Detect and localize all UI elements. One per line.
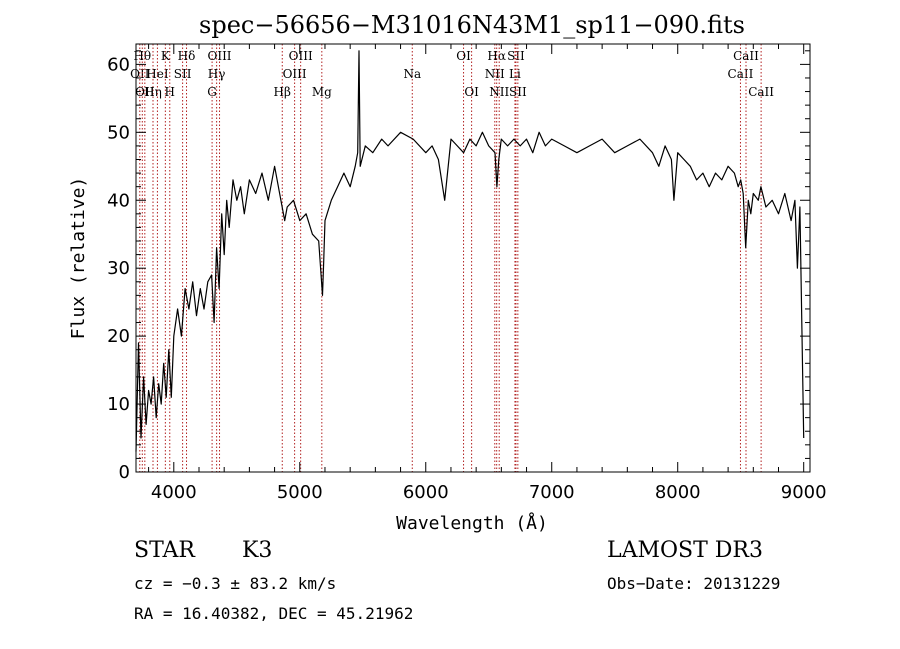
y-tick-label-6: 60 [107,54,130,75]
x-tick-label-3: 7000 [529,482,575,503]
line-mark-label-25: CaII [728,67,754,81]
line-mark-label-23: SII [507,49,525,63]
y-tick-label-2: 20 [107,326,130,347]
line-mark-label-15: Mg [312,85,332,99]
y-tick-label-4: 40 [107,190,130,211]
line-mark-label-18: OI [464,85,479,99]
line-mark-label-17: OI [456,49,471,63]
y-tick-label-0: 0 [119,462,130,483]
line-mark-label-6: H [165,85,175,99]
line-mark-label-27: CaII [748,85,774,99]
line-mark-label-5: K [161,49,171,63]
line-mark-label-11: OIII [207,49,231,63]
y-axis-ticks: 0 10 20 30 40 50 60 [107,50,810,483]
line-mark-label-3: Hη [144,85,162,99]
x-axis-ticks: 4000 5000 6000 7000 8000 9000 [148,44,827,503]
line-mark-label-13: OIII [283,67,307,81]
y-tick-label-1: 10 [107,394,130,415]
x-tick-label-2: 6000 [403,482,449,503]
line-mark-label-12: Hβ [274,85,291,99]
x-tick-label-0: 4000 [151,482,197,503]
line-mark-label-1: Hθ [133,49,151,63]
coordinates: RA = 16.40382, DEC = 45.21962 [134,604,414,623]
redshift-readout: cz = −0.3 ± 83.2 km/s [134,574,337,593]
line-mark-label-20: Hα [487,49,506,63]
line-mark-label-24: SII [509,85,527,99]
x-axis-label: Wavelength (Å) [396,512,548,534]
spectrum-series [135,50,805,452]
line-mark-label-0: OII [130,67,150,81]
line-mark-label-9: G [207,85,217,99]
x-tick-label-4: 8000 [655,482,701,503]
chart-title: spec−56656−M31016N43M1_sp11−090.fits [199,11,745,39]
line-mark-label-21: NII [489,85,509,99]
line-mark-label-19: NII [485,67,505,81]
line-marks: OIIHθOIIHηHeIKHSIIHδGHγOIIIHβOIIIOIIIMgN… [130,44,774,472]
line-mark-label-4: HeI [146,67,169,81]
y-tick-label-5: 50 [107,122,130,143]
x-tick-label-5: 9000 [781,482,827,503]
object-class: STAR [134,538,195,563]
survey-name: LAMOST DR3 [607,538,763,563]
plot-frame [135,43,811,473]
line-mark-label-2: OII [135,85,155,99]
object-subclass: K3 [242,538,273,563]
y-axis-label: Flux (relative) [68,177,89,340]
x-tick-label-1: 5000 [277,482,323,503]
line-mark-label-14: OIII [289,49,313,63]
line-mark-label-16: Na [403,67,421,81]
obs-date: Obs−Date: 20131229 [607,574,781,593]
line-mark-label-8: Hδ [178,49,196,63]
line-mark-label-10: Hγ [208,67,226,81]
y-tick-label-3: 30 [107,258,130,279]
line-mark-label-7: SII [174,67,192,81]
line-mark-label-22: Li [509,67,521,81]
spectrum-line-0 [135,50,805,452]
line-mark-label-26: CaII [733,49,759,63]
